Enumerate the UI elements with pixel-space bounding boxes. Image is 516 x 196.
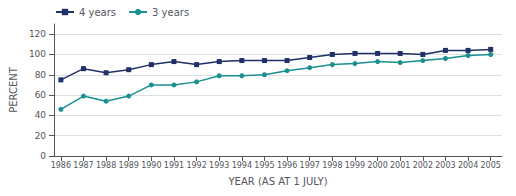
svg-text:1990: 1990	[141, 161, 161, 170]
svg-text:2005: 2005	[481, 161, 501, 170]
svg-text:1994: 1994	[232, 161, 252, 170]
svg-text:1991: 1991	[164, 161, 184, 170]
svg-text:1989: 1989	[119, 161, 139, 170]
svg-text:2000: 2000	[367, 161, 387, 170]
svg-text:40: 40	[35, 110, 47, 120]
svg-text:60: 60	[35, 90, 47, 100]
svg-text:YEAR (AS AT 1 JULY): YEAR (AS AT 1 JULY)	[228, 176, 328, 187]
svg-text:120: 120	[29, 29, 46, 39]
svg-text:4 years: 4 years	[79, 7, 116, 18]
svg-text:2002: 2002	[413, 161, 433, 170]
svg-text:1999: 1999	[345, 161, 365, 170]
svg-text:100: 100	[29, 49, 46, 59]
svg-text:1987: 1987	[73, 161, 93, 170]
svg-text:1997: 1997	[300, 161, 320, 170]
svg-text:1986: 1986	[51, 161, 71, 170]
svg-text:2004: 2004	[458, 161, 478, 170]
svg-text:1992: 1992	[186, 161, 206, 170]
svg-text:PERCENT: PERCENT	[8, 66, 19, 113]
svg-text:2001: 2001	[390, 161, 410, 170]
svg-text:0: 0	[40, 151, 46, 161]
svg-text:20: 20	[35, 131, 47, 141]
svg-text:1996: 1996	[277, 161, 297, 170]
svg-text:80: 80	[35, 70, 47, 80]
svg-text:1998: 1998	[322, 161, 342, 170]
svg-text:1995: 1995	[254, 161, 274, 170]
svg-text:1993: 1993	[209, 161, 229, 170]
svg-text:2003: 2003	[435, 161, 455, 170]
svg-text:1988: 1988	[96, 161, 116, 170]
svg-text:3 years: 3 years	[152, 7, 189, 18]
